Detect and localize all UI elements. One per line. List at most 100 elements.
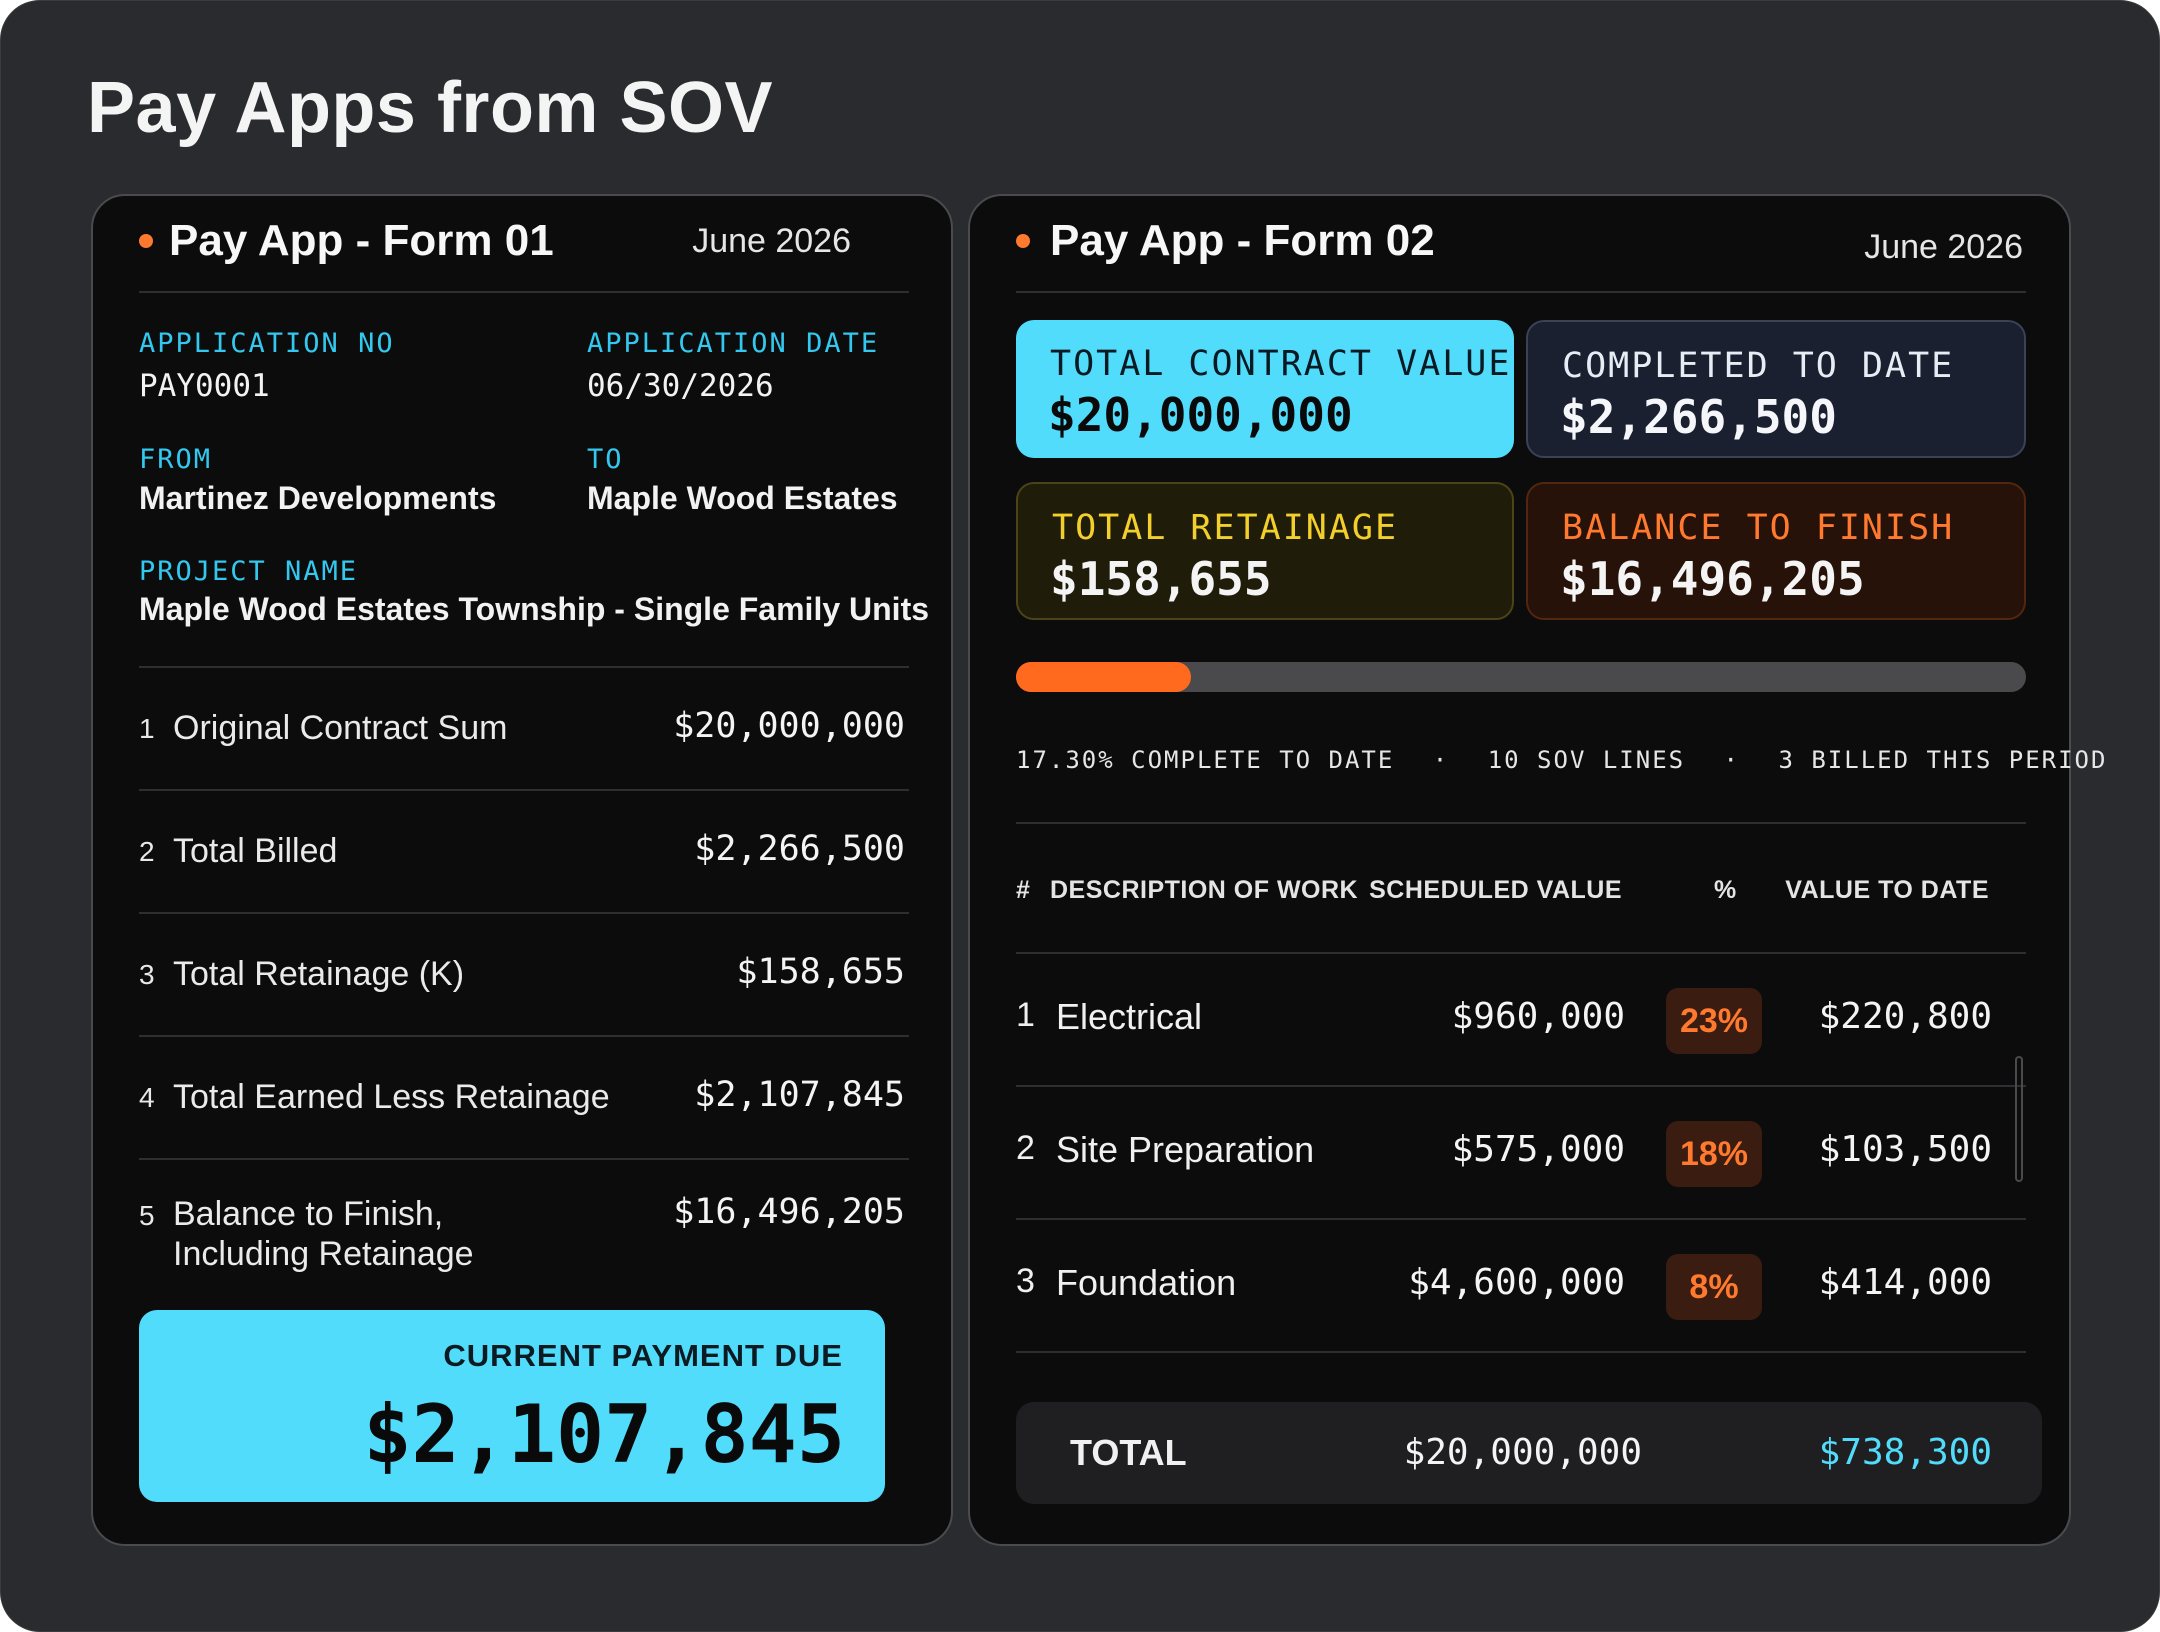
divider — [139, 912, 909, 914]
row-amount: $20,000,000 — [673, 706, 905, 746]
table-row[interactable]: 2 Site Preparation $575,000 18% $103,500 — [1016, 1089, 2026, 1215]
stat-value: $20,000,000 — [1048, 388, 1353, 442]
col-header-pct: % — [1714, 876, 1737, 904]
progress-bar — [1016, 662, 2026, 692]
total-retainage-tile: TOTAL RETAINAGE $158,655 — [1016, 482, 1514, 620]
form2-date: June 2026 — [1864, 228, 2023, 266]
col-header-to-date: VALUE TO DATE — [1785, 876, 1989, 904]
form1-title: Pay App - Form 01 — [169, 216, 554, 265]
divider — [1016, 822, 2026, 824]
stat-value: $16,496,205 — [1560, 552, 1865, 606]
stat-label: COMPLETED TO DATE — [1562, 346, 1955, 386]
to-label: TO — [587, 444, 624, 475]
row-number: 1 — [1016, 996, 1035, 1034]
table-row[interactable]: 3 Foundation $4,600,000 8% $414,000 — [1016, 1222, 2026, 1348]
col-header-description: DESCRIPTION OF WORK — [1050, 876, 1359, 904]
status-dot-icon — [1016, 234, 1030, 248]
col-header-scheduled: SCHEDULED VALUE — [1369, 876, 1622, 904]
stat-value: $158,655 — [1050, 552, 1272, 606]
row-description: Site Preparation — [1056, 1129, 1315, 1170]
row-number: 2 — [139, 836, 155, 867]
from-value: Martinez Developments — [139, 480, 497, 516]
total-value-to-date: $738,300 — [1818, 1432, 1992, 1473]
stat-label: TOTAL RETAINAGE — [1052, 508, 1399, 548]
divider — [1016, 952, 2026, 954]
row-description: Balance to Finish, Including Retainage — [173, 1194, 474, 1274]
application-date-value: 06/30/2026 — [587, 368, 774, 404]
row-scheduled-value: $4,600,000 — [1408, 1262, 1625, 1303]
col-header-num: # — [1016, 876, 1031, 904]
divider — [139, 1158, 909, 1160]
row-number: 4 — [139, 1082, 155, 1113]
total-scheduled-value: $20,000,000 — [1403, 1432, 1642, 1473]
row-number: 5 — [139, 1200, 155, 1231]
percent-badge: 8% — [1666, 1254, 1762, 1320]
stat-label: TOTAL CONTRACT VALUE — [1050, 344, 1512, 384]
application-date-label: APPLICATION DATE — [587, 328, 880, 359]
row-description: Total Earned Less Retainage — [173, 1078, 610, 1116]
meta-separator: · — [1432, 746, 1450, 774]
row-amount: $158,655 — [736, 952, 905, 992]
meta-sov-lines: 10 SOV LINES — [1487, 746, 1686, 774]
meta-complete: 17.30% COMPLETE TO DATE — [1016, 746, 1395, 774]
row-description-line: Including Retainage — [173, 1235, 474, 1273]
progress-meta: 17.30% COMPLETE TO DATE · 10 SOV LINES ·… — [1016, 746, 2107, 774]
application-no-value: PAY0001 — [139, 368, 270, 404]
row-scheduled-value: $575,000 — [1451, 1129, 1625, 1170]
application-no-label: APPLICATION NO — [139, 328, 395, 359]
row-description: Foundation — [1056, 1262, 1237, 1303]
stat-label: BALANCE TO FINISH — [1562, 508, 1955, 548]
status-dot-icon — [139, 234, 153, 248]
table-row[interactable]: 1 Electrical $960,000 23% $220,800 — [1016, 956, 2026, 1082]
row-number: 3 — [1016, 1262, 1035, 1300]
divider — [139, 1035, 909, 1037]
current-payment-due-label: CURRENT PAYMENT DUE — [443, 1338, 843, 1373]
divider — [139, 291, 909, 293]
to-value: Maple Wood Estates — [587, 480, 898, 516]
completed-to-date-tile: COMPLETED TO DATE $2,266,500 — [1526, 320, 2026, 458]
percent-badge: 18% — [1666, 1121, 1762, 1187]
row-value-to-date: $220,800 — [1818, 996, 1992, 1037]
current-payment-due-value: $2,107,845 — [363, 1388, 845, 1481]
stat-value: $2,266,500 — [1560, 390, 1837, 444]
row-description: Original Contract Sum — [173, 709, 508, 747]
total-label: TOTAL — [1070, 1432, 1187, 1473]
row-description: Total Retainage (K) — [173, 955, 465, 993]
form1-date: June 2026 — [692, 222, 851, 260]
row-description-line: Balance to Finish, — [173, 1195, 444, 1233]
project-name-value: Maple Wood Estates Township - Single Fam… — [139, 591, 930, 627]
row-value-to-date: $103,500 — [1818, 1129, 1992, 1170]
divider — [1016, 1351, 2026, 1353]
balance-to-finish-tile: BALANCE TO FINISH $16,496,205 — [1526, 482, 2026, 620]
total-contract-value-tile: TOTAL CONTRACT VALUE $20,000,000 — [1016, 320, 1514, 458]
divider — [1016, 291, 2026, 293]
divider — [1016, 1218, 2026, 1220]
row-amount: $2,107,845 — [694, 1075, 905, 1115]
divider — [139, 666, 909, 668]
pay-app-form-01-card[interactable]: Pay App - Form 01 June 2026 APPLICATION … — [91, 194, 953, 1546]
percent-badge: 23% — [1666, 988, 1762, 1054]
page-title: Pay Apps from SOV — [87, 68, 773, 148]
form2-title: Pay App - Form 02 — [1050, 216, 1435, 265]
row-value-to-date: $414,000 — [1818, 1262, 1992, 1303]
row-scheduled-value: $960,000 — [1451, 996, 1625, 1037]
scrollbar-thumb[interactable] — [2015, 1056, 2023, 1182]
row-number: 2 — [1016, 1129, 1035, 1167]
row-number: 3 — [139, 959, 155, 990]
divider — [1016, 1085, 2026, 1087]
row-description: Electrical — [1056, 996, 1203, 1037]
project-name-label: PROJECT NAME — [139, 556, 359, 587]
row-number: 1 — [139, 713, 155, 744]
pay-app-form-02-card[interactable]: Pay App - Form 02 June 2026 TOTAL CONTRA… — [968, 194, 2105, 1546]
divider — [139, 789, 909, 791]
meta-separator: · — [1723, 746, 1740, 774]
row-description: Total Billed — [173, 832, 338, 870]
row-amount: $16,496,205 — [673, 1192, 905, 1232]
progress-bar-fill — [1016, 662, 1191, 692]
row-amount: $2,266,500 — [694, 829, 905, 869]
current-payment-due-box: CURRENT PAYMENT DUE $2,107,845 — [139, 1310, 885, 1502]
meta-billed: 3 BILLED THIS PERIOD — [1778, 746, 2108, 774]
total-row: TOTAL $20,000,000 $738,300 — [1016, 1402, 2042, 1504]
from-label: FROM — [139, 444, 213, 475]
